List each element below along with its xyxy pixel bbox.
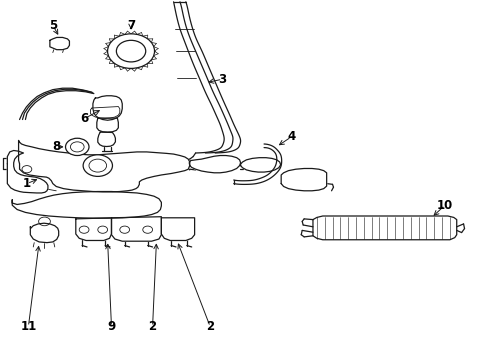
Polygon shape <box>19 140 189 192</box>
Polygon shape <box>7 150 48 193</box>
Circle shape <box>98 226 107 233</box>
Circle shape <box>107 34 154 68</box>
Polygon shape <box>76 218 111 240</box>
Text: 10: 10 <box>436 199 452 212</box>
Text: 8: 8 <box>52 140 60 153</box>
Text: 4: 4 <box>287 130 295 143</box>
Text: 6: 6 <box>80 112 88 125</box>
Text: 2: 2 <box>206 320 214 333</box>
Text: 5: 5 <box>49 19 57 32</box>
Text: 2: 2 <box>148 320 156 333</box>
Circle shape <box>142 226 152 233</box>
Polygon shape <box>90 107 120 118</box>
Polygon shape <box>111 217 161 241</box>
Circle shape <box>79 226 89 233</box>
Circle shape <box>89 159 106 172</box>
Text: 11: 11 <box>20 320 37 333</box>
Polygon shape <box>98 132 115 147</box>
Polygon shape <box>50 37 69 50</box>
Circle shape <box>70 142 84 152</box>
Circle shape <box>83 155 112 176</box>
Polygon shape <box>161 218 194 240</box>
Circle shape <box>116 40 145 62</box>
Polygon shape <box>30 223 59 243</box>
Polygon shape <box>93 96 122 120</box>
Text: 7: 7 <box>127 19 135 32</box>
Polygon shape <box>281 168 326 191</box>
Polygon shape <box>312 216 456 240</box>
Polygon shape <box>97 118 118 132</box>
Polygon shape <box>240 158 280 172</box>
Polygon shape <box>189 156 240 173</box>
Circle shape <box>65 138 89 156</box>
Circle shape <box>39 217 50 226</box>
Polygon shape <box>12 192 161 218</box>
Text: 9: 9 <box>107 320 115 333</box>
Text: 1: 1 <box>23 177 31 190</box>
Circle shape <box>120 226 129 233</box>
Text: 3: 3 <box>218 73 226 86</box>
Circle shape <box>22 166 32 173</box>
